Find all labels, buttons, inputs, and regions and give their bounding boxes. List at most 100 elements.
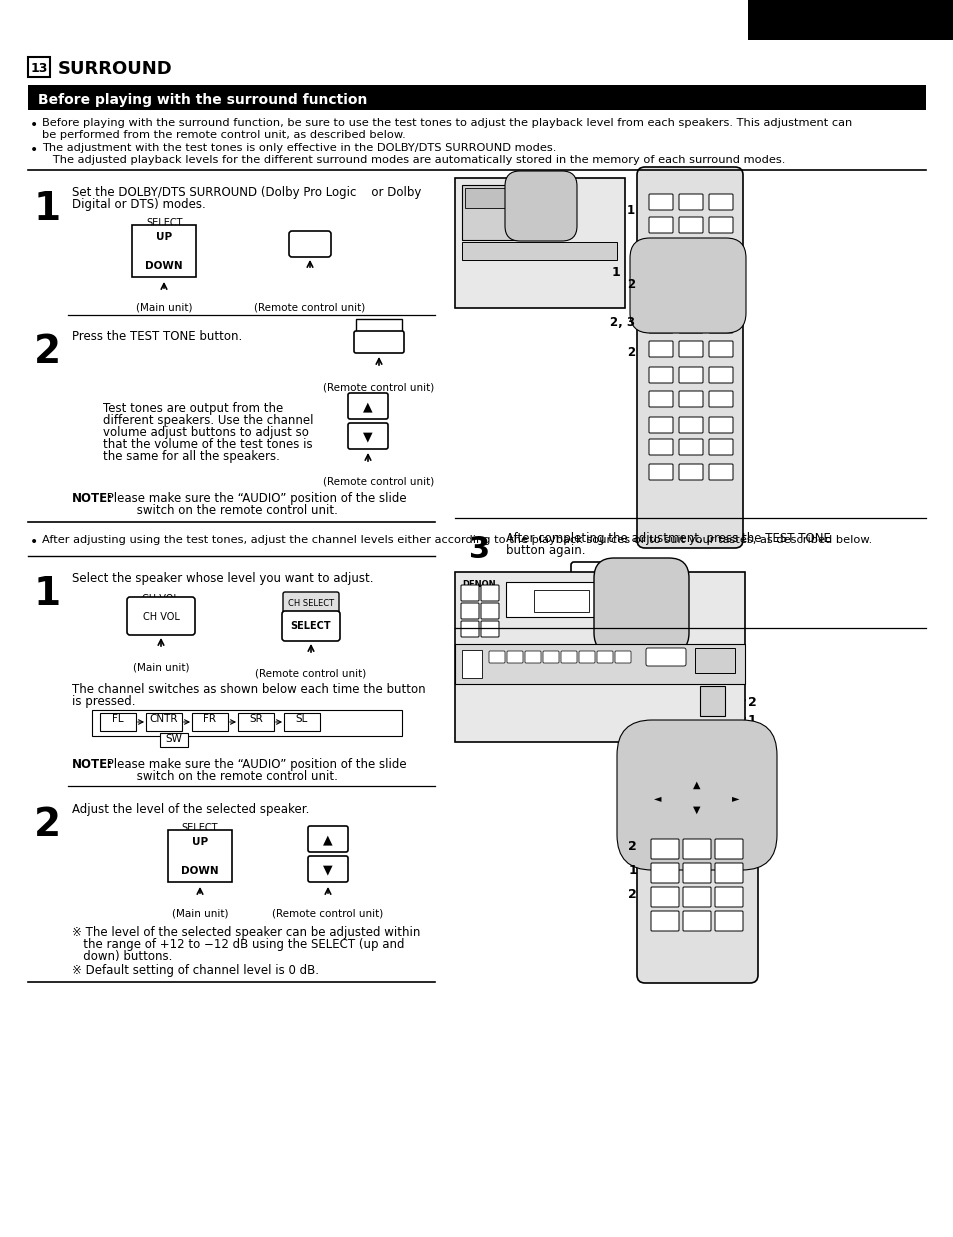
- Text: The channel switches as shown below each time the button: The channel switches as shown below each…: [71, 683, 425, 696]
- Text: (Remote control unit): (Remote control unit): [323, 382, 435, 392]
- Text: (Remote control unit): (Remote control unit): [254, 303, 365, 313]
- Text: is pressed.: is pressed.: [71, 695, 135, 708]
- Text: (Remote control unit): (Remote control unit): [323, 477, 435, 487]
- Text: ►: ►: [732, 793, 739, 803]
- Text: 1: 1: [628, 865, 637, 877]
- Text: Set the DOLBY/DTS SURROUND (Dolby Pro Logic    or Dolby: Set the DOLBY/DTS SURROUND (Dolby Pro Lo…: [71, 186, 421, 199]
- Text: DENON: DENON: [461, 580, 496, 589]
- Bar: [464, 188, 515, 208]
- Text: Adjust the level of the selected speaker.: Adjust the level of the selected speaker…: [71, 803, 309, 816]
- Text: ▼: ▼: [693, 805, 700, 815]
- Text: After adjusting using the test tones, adjust the channel levels either according: After adjusting using the test tones, ad…: [42, 534, 871, 546]
- FancyBboxPatch shape: [460, 602, 478, 618]
- Text: SR: SR: [249, 714, 263, 724]
- Text: ▲: ▲: [323, 834, 333, 846]
- Text: NOTE:: NOTE:: [71, 758, 112, 771]
- FancyBboxPatch shape: [679, 439, 702, 455]
- Text: SL: SL: [295, 714, 308, 724]
- Text: 2: 2: [33, 333, 60, 371]
- Bar: [455, 178, 624, 308]
- Text: (Main unit): (Main unit): [172, 908, 228, 918]
- Text: •: •: [30, 534, 38, 549]
- Bar: [747, 0, 953, 40]
- FancyBboxPatch shape: [650, 887, 679, 907]
- FancyBboxPatch shape: [127, 597, 194, 635]
- Bar: [455, 571, 744, 742]
- Bar: [100, 713, 136, 731]
- FancyBboxPatch shape: [679, 391, 702, 407]
- FancyBboxPatch shape: [682, 863, 710, 883]
- FancyBboxPatch shape: [615, 651, 630, 663]
- FancyBboxPatch shape: [648, 391, 672, 407]
- FancyBboxPatch shape: [708, 464, 732, 480]
- Text: CH VOL: CH VOL: [141, 594, 178, 604]
- FancyBboxPatch shape: [679, 417, 702, 433]
- Text: FR: FR: [203, 714, 216, 724]
- FancyBboxPatch shape: [708, 391, 732, 407]
- Text: 1: 1: [626, 204, 635, 216]
- Text: •: •: [30, 118, 38, 132]
- Text: (Main unit): (Main unit): [135, 303, 193, 313]
- FancyBboxPatch shape: [708, 367, 732, 383]
- FancyBboxPatch shape: [283, 593, 338, 614]
- FancyBboxPatch shape: [480, 602, 498, 618]
- Text: 2: 2: [626, 345, 635, 359]
- FancyBboxPatch shape: [714, 863, 742, 883]
- Text: (Main unit): (Main unit): [132, 662, 189, 672]
- Text: SELECT: SELECT: [147, 218, 183, 228]
- FancyBboxPatch shape: [714, 910, 742, 931]
- Text: ◄: ◄: [654, 793, 661, 803]
- Text: the same for all the speakers.: the same for all the speakers.: [103, 450, 279, 463]
- Text: 2: 2: [628, 888, 637, 902]
- FancyBboxPatch shape: [650, 839, 679, 858]
- FancyBboxPatch shape: [679, 267, 702, 283]
- FancyBboxPatch shape: [542, 651, 558, 663]
- FancyBboxPatch shape: [708, 216, 732, 233]
- Text: 2: 2: [747, 696, 756, 710]
- Text: UP: UP: [192, 837, 208, 847]
- Text: SELECT: SELECT: [182, 823, 218, 833]
- Text: be performed from the remote control unit, as described below.: be performed from the remote control uni…: [42, 130, 405, 140]
- FancyBboxPatch shape: [282, 611, 339, 641]
- Bar: [505, 581, 596, 617]
- FancyBboxPatch shape: [650, 863, 679, 883]
- FancyBboxPatch shape: [629, 238, 745, 333]
- Text: Test tones are output from the: Test tones are output from the: [103, 402, 283, 414]
- FancyBboxPatch shape: [648, 417, 672, 433]
- FancyBboxPatch shape: [648, 267, 672, 283]
- Text: 2: 2: [626, 278, 635, 292]
- Text: 2, 3: 2, 3: [609, 315, 635, 329]
- Text: ▼: ▼: [363, 430, 373, 444]
- Bar: [28, 57, 50, 77]
- FancyBboxPatch shape: [682, 839, 710, 858]
- FancyBboxPatch shape: [597, 651, 613, 663]
- FancyBboxPatch shape: [708, 439, 732, 455]
- FancyBboxPatch shape: [460, 621, 478, 637]
- FancyBboxPatch shape: [637, 737, 758, 983]
- Bar: [461, 649, 481, 678]
- Bar: [695, 648, 734, 673]
- Text: The adjusted playback levels for the different surround modes are automatically : The adjusted playback levels for the dif…: [42, 155, 784, 165]
- Text: Please make sure the “AUDIO” position of the slide: Please make sure the “AUDIO” position of…: [103, 492, 406, 505]
- Bar: [237, 713, 274, 731]
- Bar: [160, 734, 188, 747]
- FancyBboxPatch shape: [679, 464, 702, 480]
- Text: switch on the remote control unit.: switch on the remote control unit.: [103, 503, 337, 517]
- Text: volume adjust buttons to adjust so: volume adjust buttons to adjust so: [103, 426, 309, 439]
- Text: DOWN: DOWN: [181, 866, 218, 876]
- Bar: [28, 85, 925, 110]
- FancyBboxPatch shape: [506, 651, 522, 663]
- Text: different speakers. Use the channel: different speakers. Use the channel: [103, 414, 314, 427]
- FancyBboxPatch shape: [679, 291, 702, 307]
- FancyBboxPatch shape: [650, 910, 679, 931]
- FancyBboxPatch shape: [308, 856, 348, 882]
- Text: Before playing with the surround function: Before playing with the surround functio…: [38, 93, 367, 106]
- FancyBboxPatch shape: [648, 317, 672, 333]
- FancyBboxPatch shape: [617, 720, 776, 870]
- Text: (Remote control unit): (Remote control unit): [255, 668, 366, 678]
- FancyBboxPatch shape: [460, 585, 478, 601]
- FancyBboxPatch shape: [708, 317, 732, 333]
- Text: FL: FL: [112, 714, 124, 724]
- Text: The adjustment with the test tones is only effective in the DOLBY/DTS SURROUND m: The adjustment with the test tones is on…: [42, 143, 556, 153]
- Text: the range of +12 to −12 dB using the SELECT (up and: the range of +12 to −12 dB using the SEL…: [71, 938, 404, 951]
